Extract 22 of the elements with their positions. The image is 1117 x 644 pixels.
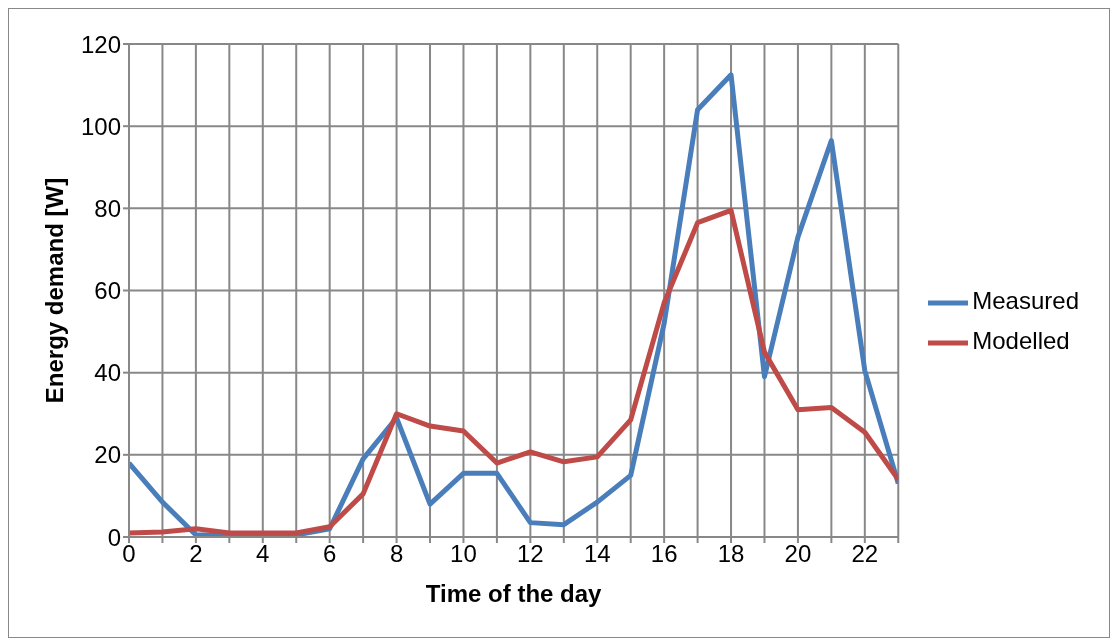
- legend-label: Measured: [972, 287, 1079, 315]
- y-tick-label: 100: [80, 112, 121, 140]
- y-axis-title: Energy demand [W]: [40, 177, 68, 404]
- x-tick-label: 4: [256, 540, 270, 568]
- x-axis-title: Time of the day: [425, 580, 603, 607]
- x-tick-label: 12: [517, 540, 544, 568]
- x-tick-label: 8: [389, 540, 404, 568]
- y-tick-label: 20: [94, 441, 121, 469]
- x-tick-label: 18: [717, 540, 745, 568]
- legend-label: Modelled: [972, 327, 1070, 355]
- y-tick-label: 0: [107, 523, 121, 551]
- x-tick-label: 16: [650, 540, 678, 568]
- x-tick-label: 22: [851, 540, 879, 568]
- x-tick-label: 14: [583, 540, 611, 568]
- y-tick-label: 60: [94, 277, 121, 305]
- y-tick-label: 80: [94, 194, 121, 222]
- y-tick-label: 120: [80, 30, 121, 58]
- x-tick-label: 10: [450, 540, 477, 568]
- x-tick-label: 2: [189, 540, 203, 568]
- y-tick-label: 40: [94, 359, 121, 387]
- x-tick-label: 6: [323, 540, 337, 568]
- x-tick-label: 20: [784, 540, 812, 568]
